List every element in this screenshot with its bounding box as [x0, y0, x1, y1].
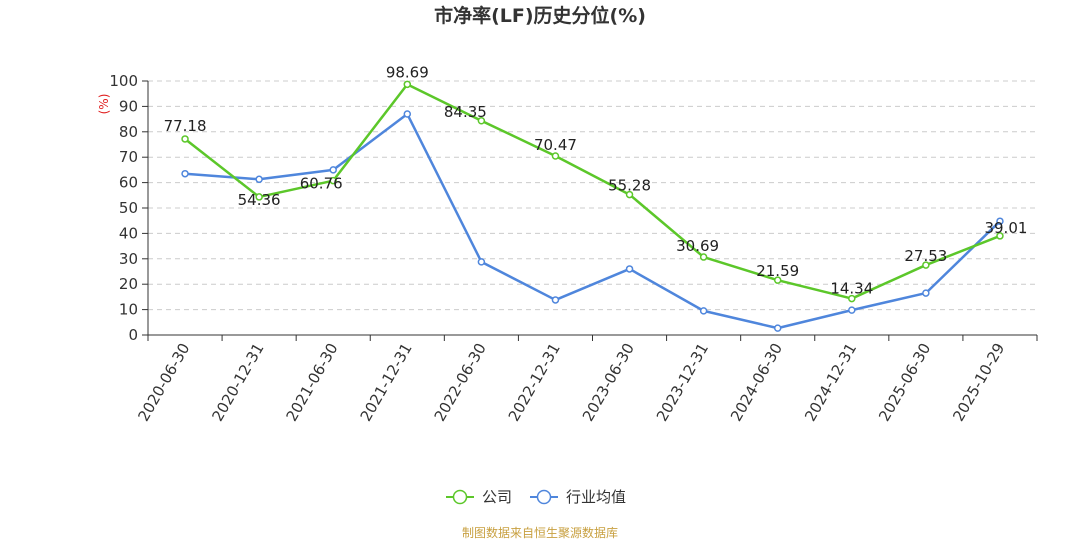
grid-lines — [148, 80, 1037, 311]
x-tick-label: 2020-06-30 — [134, 340, 193, 425]
y-tick-label: 60 — [119, 174, 138, 192]
data-point[interactable] — [848, 306, 856, 314]
data-label: 77.18 — [164, 117, 207, 135]
data-point[interactable] — [329, 176, 337, 185]
series-line — [184, 112, 1001, 330]
data-point[interactable] — [922, 261, 930, 269]
x-tick-label: 2023-12-31 — [653, 340, 712, 425]
data-point[interactable] — [477, 117, 486, 125]
y-tick-label: 100 — [109, 72, 138, 90]
data-point[interactable] — [255, 193, 263, 201]
legend[interactable]: 公司 行业均值 — [446, 488, 626, 506]
y-tick-label: 20 — [119, 275, 138, 293]
x-tick-label: 2024-12-31 — [801, 340, 860, 425]
data-label: 27.53 — [904, 247, 947, 265]
data-point[interactable] — [181, 135, 189, 143]
x-tick-label: 2025-10-29 — [949, 340, 1008, 425]
data-label: 30.69 — [676, 237, 719, 255]
data-point[interactable] — [996, 232, 1004, 240]
data-labels: 77.18 54.36 60.76 98.69 84.35 70.47 55.28 30.69… — [164, 63, 1028, 297]
data-point[interactable] — [255, 175, 263, 184]
data-label: 55.28 — [608, 177, 651, 195]
data-point[interactable] — [996, 217, 1004, 225]
data-point[interactable] — [551, 152, 560, 160]
data-source-note: 制图数据来自恒生聚源数据库 — [462, 525, 618, 540]
y-tick-label: 90 — [119, 97, 138, 115]
x-tick-label: 2024-06-30 — [727, 340, 786, 425]
data-label: 60.76 — [300, 175, 343, 193]
data-point[interactable] — [551, 296, 560, 304]
data-label: 39.01 — [984, 219, 1027, 237]
x-tick-label: 2025-06-30 — [875, 340, 934, 425]
data-point[interactable] — [773, 324, 782, 332]
y-tick-label: 70 — [119, 148, 138, 166]
data-point[interactable] — [773, 276, 782, 284]
data-point[interactable] — [699, 253, 708, 261]
y-tick-label: 30 — [119, 250, 138, 268]
x-tick-label: 2022-06-30 — [431, 340, 490, 425]
data-point[interactable] — [625, 265, 634, 273]
x-tick-label: 2022-12-31 — [505, 340, 564, 425]
series-line — [184, 83, 1001, 300]
data-label: 70.47 — [534, 136, 577, 154]
y-tick-label: 50 — [119, 199, 138, 217]
data-label: 98.69 — [386, 63, 429, 81]
legend-marker — [536, 489, 552, 505]
data-label: 14.34 — [830, 280, 873, 298]
y-tick-label: 80 — [119, 123, 138, 141]
data-point[interactable] — [181, 169, 189, 178]
data-label: 21.59 — [756, 262, 799, 280]
data-point[interactable] — [403, 80, 412, 89]
series-layer — [181, 80, 1004, 332]
y-tick-label: 40 — [119, 224, 138, 242]
data-point[interactable] — [403, 110, 412, 118]
x-tick-label: 2023-06-30 — [579, 340, 638, 425]
x-tick-label: 2020-12-31 — [208, 340, 267, 425]
data-point[interactable] — [477, 258, 486, 266]
legend-marker — [452, 489, 468, 505]
data-point[interactable] — [625, 190, 634, 199]
data-point[interactable] — [848, 294, 856, 303]
data-label: 84.35 — [444, 103, 487, 121]
y-tick-label: 0 — [128, 326, 138, 344]
data-point[interactable] — [329, 166, 337, 174]
axes: 0 10 20 30 40 50 60 70 80 90 100 2020-06-30 2020-12-… — [109, 72, 1038, 425]
legend-label[interactable]: 公司 — [482, 488, 512, 506]
data-label: 54.36 — [238, 191, 281, 209]
x-tick-label: 2021-12-31 — [357, 340, 416, 425]
data-point[interactable] — [922, 289, 930, 297]
chart-title: 市净率(LF)历史分位(%) — [434, 4, 646, 27]
y-tick-label: 10 — [119, 301, 138, 319]
legend-label[interactable]: 行业均值 — [566, 488, 626, 506]
data-point[interactable] — [699, 307, 708, 315]
x-tick-label: 2021-06-30 — [282, 340, 341, 425]
y-axis-unit: (%) — [97, 94, 111, 115]
